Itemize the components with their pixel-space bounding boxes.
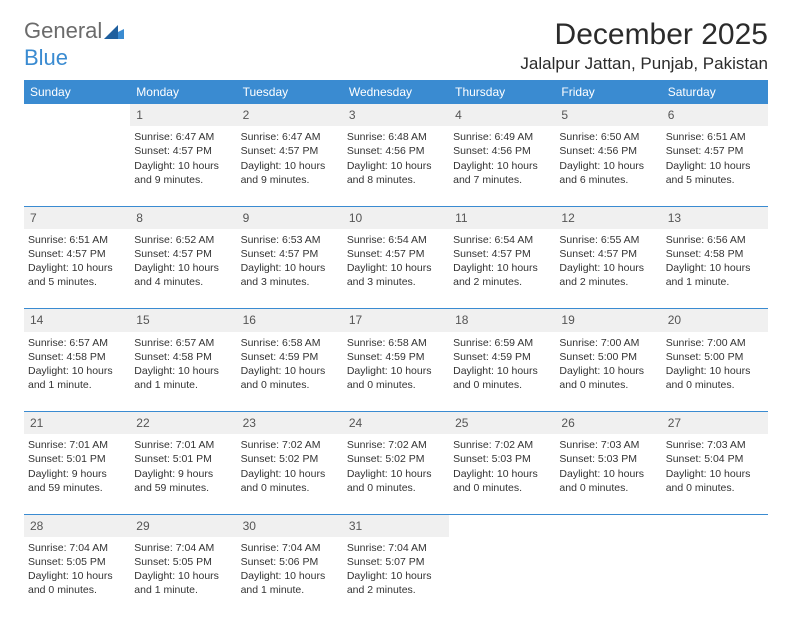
day-cell — [449, 537, 555, 617]
day-cell: Sunrise: 7:01 AMSunset: 5:01 PMDaylight:… — [24, 434, 130, 514]
day-cell: Sunrise: 6:49 AMSunset: 4:56 PMDaylight:… — [449, 126, 555, 206]
day-number: 21 — [24, 412, 130, 435]
weekday-header: Thursday — [449, 80, 555, 104]
day-number: 26 — [555, 412, 661, 435]
day-cell: Sunrise: 7:00 AMSunset: 5:00 PMDaylight:… — [555, 332, 661, 412]
day-cell: Sunrise: 6:50 AMSunset: 4:56 PMDaylight:… — [555, 126, 661, 206]
day-number: 16 — [237, 309, 343, 332]
day-cell: Sunrise: 7:04 AMSunset: 5:05 PMDaylight:… — [130, 537, 236, 617]
day-number: 2 — [237, 104, 343, 126]
day-cell: Sunrise: 7:01 AMSunset: 5:01 PMDaylight:… — [130, 434, 236, 514]
day-number: 14 — [24, 309, 130, 332]
day-number: 24 — [343, 412, 449, 435]
day-number — [24, 104, 130, 126]
day-cell: Sunrise: 6:57 AMSunset: 4:58 PMDaylight:… — [24, 332, 130, 412]
weekday-header-row: Sunday Monday Tuesday Wednesday Thursday… — [24, 80, 768, 104]
day-content-row: Sunrise: 7:01 AMSunset: 5:01 PMDaylight:… — [24, 434, 768, 514]
day-number: 28 — [24, 514, 130, 537]
logo-triangle-icon — [104, 19, 124, 45]
title-block: December 2025 Jalalpur Jattan, Punjab, P… — [24, 18, 768, 74]
location: Jalalpur Jattan, Punjab, Pakistan — [24, 54, 768, 74]
weekday-header: Saturday — [662, 80, 768, 104]
day-cell: Sunrise: 7:02 AMSunset: 5:02 PMDaylight:… — [343, 434, 449, 514]
day-cell: Sunrise: 6:58 AMSunset: 4:59 PMDaylight:… — [237, 332, 343, 412]
day-content-row: Sunrise: 6:57 AMSunset: 4:58 PMDaylight:… — [24, 332, 768, 412]
day-number — [662, 514, 768, 537]
day-cell: Sunrise: 6:54 AMSunset: 4:57 PMDaylight:… — [343, 229, 449, 309]
day-number: 12 — [555, 206, 661, 229]
day-number: 5 — [555, 104, 661, 126]
day-cell: Sunrise: 7:03 AMSunset: 5:04 PMDaylight:… — [662, 434, 768, 514]
day-number: 11 — [449, 206, 555, 229]
day-content-row: Sunrise: 7:04 AMSunset: 5:05 PMDaylight:… — [24, 537, 768, 617]
day-number: 13 — [662, 206, 768, 229]
day-number: 4 — [449, 104, 555, 126]
day-number: 10 — [343, 206, 449, 229]
day-number: 17 — [343, 309, 449, 332]
day-number: 15 — [130, 309, 236, 332]
day-number-row: 78910111213 — [24, 206, 768, 229]
day-cell — [662, 537, 768, 617]
weekday-header: Friday — [555, 80, 661, 104]
weekday-header: Sunday — [24, 80, 130, 104]
day-cell: Sunrise: 7:04 AMSunset: 5:05 PMDaylight:… — [24, 537, 130, 617]
day-cell: Sunrise: 6:53 AMSunset: 4:57 PMDaylight:… — [237, 229, 343, 309]
weekday-header: Tuesday — [237, 80, 343, 104]
weekday-header: Monday — [130, 80, 236, 104]
day-cell: Sunrise: 6:56 AMSunset: 4:58 PMDaylight:… — [662, 229, 768, 309]
logo-text-1: General — [24, 18, 102, 43]
day-cell: Sunrise: 7:03 AMSunset: 5:03 PMDaylight:… — [555, 434, 661, 514]
day-number: 3 — [343, 104, 449, 126]
day-cell: Sunrise: 7:00 AMSunset: 5:00 PMDaylight:… — [662, 332, 768, 412]
day-cell: Sunrise: 6:52 AMSunset: 4:57 PMDaylight:… — [130, 229, 236, 309]
day-number: 9 — [237, 206, 343, 229]
month-title: December 2025 — [24, 18, 768, 52]
day-cell: Sunrise: 6:47 AMSunset: 4:57 PMDaylight:… — [237, 126, 343, 206]
day-number-row: 123456 — [24, 104, 768, 126]
day-number: 31 — [343, 514, 449, 537]
day-number: 23 — [237, 412, 343, 435]
day-number: 25 — [449, 412, 555, 435]
day-number: 20 — [662, 309, 768, 332]
day-number — [555, 514, 661, 537]
day-number: 18 — [449, 309, 555, 332]
day-number-row: 28293031 — [24, 514, 768, 537]
day-cell: Sunrise: 7:02 AMSunset: 5:03 PMDaylight:… — [449, 434, 555, 514]
day-number: 7 — [24, 206, 130, 229]
day-cell — [24, 126, 130, 206]
day-number: 30 — [237, 514, 343, 537]
day-number-row: 21222324252627 — [24, 412, 768, 435]
day-cell: Sunrise: 6:51 AMSunset: 4:57 PMDaylight:… — [662, 126, 768, 206]
day-cell: Sunrise: 7:04 AMSunset: 5:07 PMDaylight:… — [343, 537, 449, 617]
day-cell: Sunrise: 6:54 AMSunset: 4:57 PMDaylight:… — [449, 229, 555, 309]
day-cell: Sunrise: 6:59 AMSunset: 4:59 PMDaylight:… — [449, 332, 555, 412]
day-number — [449, 514, 555, 537]
calendar-table: Sunday Monday Tuesday Wednesday Thursday… — [24, 80, 768, 617]
logo-text-2: Blue — [24, 45, 68, 70]
day-number: 19 — [555, 309, 661, 332]
day-number: 22 — [130, 412, 236, 435]
day-content-row: Sunrise: 6:47 AMSunset: 4:57 PMDaylight:… — [24, 126, 768, 206]
day-number: 27 — [662, 412, 768, 435]
day-cell: Sunrise: 6:55 AMSunset: 4:57 PMDaylight:… — [555, 229, 661, 309]
day-content-row: Sunrise: 6:51 AMSunset: 4:57 PMDaylight:… — [24, 229, 768, 309]
day-cell: Sunrise: 7:04 AMSunset: 5:06 PMDaylight:… — [237, 537, 343, 617]
day-cell: Sunrise: 6:57 AMSunset: 4:58 PMDaylight:… — [130, 332, 236, 412]
day-number: 8 — [130, 206, 236, 229]
logo: General Blue — [24, 18, 124, 71]
day-number: 6 — [662, 104, 768, 126]
day-number: 29 — [130, 514, 236, 537]
day-number: 1 — [130, 104, 236, 126]
day-cell: Sunrise: 6:58 AMSunset: 4:59 PMDaylight:… — [343, 332, 449, 412]
day-cell — [555, 537, 661, 617]
day-number-row: 14151617181920 — [24, 309, 768, 332]
day-cell: Sunrise: 6:47 AMSunset: 4:57 PMDaylight:… — [130, 126, 236, 206]
weekday-header: Wednesday — [343, 80, 449, 104]
day-cell: Sunrise: 6:51 AMSunset: 4:57 PMDaylight:… — [24, 229, 130, 309]
day-cell: Sunrise: 7:02 AMSunset: 5:02 PMDaylight:… — [237, 434, 343, 514]
day-cell: Sunrise: 6:48 AMSunset: 4:56 PMDaylight:… — [343, 126, 449, 206]
